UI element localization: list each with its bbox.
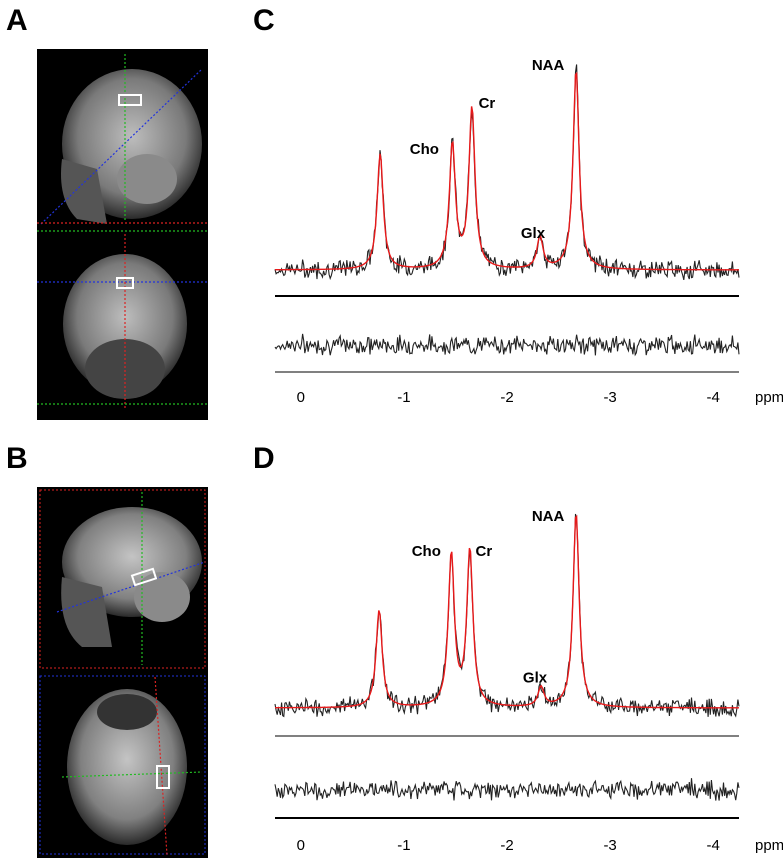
spectrum-chart-d: 0 -1 -2 -3 -4 ppm Cho Cr Glx NAA <box>274 508 783 854</box>
peak-label: NAA <box>532 508 565 525</box>
panel-letter-c: C <box>253 4 275 37</box>
x-unit-label: ppm <box>755 837 783 854</box>
mri-panel-a <box>37 49 208 420</box>
x-tick-label: 0 <box>297 389 305 406</box>
peak-label: Glx <box>523 670 548 687</box>
peak-label: NAA <box>532 57 565 74</box>
x-tick-label: -2 <box>500 837 513 854</box>
x-unit-label: ppm <box>755 389 783 406</box>
peak-label: Cho <box>410 141 439 158</box>
slice-line-blue <box>40 68 203 225</box>
spectrum-fit-line <box>275 71 739 271</box>
peak-label: Cho <box>412 543 441 560</box>
axial-brain-b <box>67 689 187 845</box>
x-tick-label: -3 <box>603 837 616 854</box>
peak-label: Glx <box>521 225 546 242</box>
mri-image-a <box>37 54 208 409</box>
residual-line <box>274 778 740 801</box>
x-tick-label: -1 <box>397 837 410 854</box>
x-tick-label: -3 <box>603 389 616 406</box>
spectrum-fit-line <box>275 514 739 709</box>
x-tick-label: -4 <box>707 837 720 854</box>
mri-panel-b <box>37 487 208 858</box>
spectrum-chart-c: 0 -1 -2 -3 -4 ppm Cho Cr Glx NAA <box>274 57 783 406</box>
x-tick-label: 0 <box>297 837 305 854</box>
x-tick-label: -4 <box>707 389 720 406</box>
peak-label: Cr <box>479 95 496 112</box>
panel-letter-d: D <box>253 442 275 475</box>
mri-image-b <box>39 489 206 856</box>
peak-label: Cr <box>476 543 493 560</box>
x-tick-label: -2 <box>500 389 513 406</box>
x-tick-label: -1 <box>397 389 410 406</box>
residual-line <box>274 333 740 357</box>
panel-letter-b: B <box>6 442 28 475</box>
voxel-box <box>118 94 142 106</box>
spectrum-data-line <box>274 513 740 718</box>
panel-letter-a: A <box>6 4 28 37</box>
spectrum-data-line <box>274 64 740 281</box>
